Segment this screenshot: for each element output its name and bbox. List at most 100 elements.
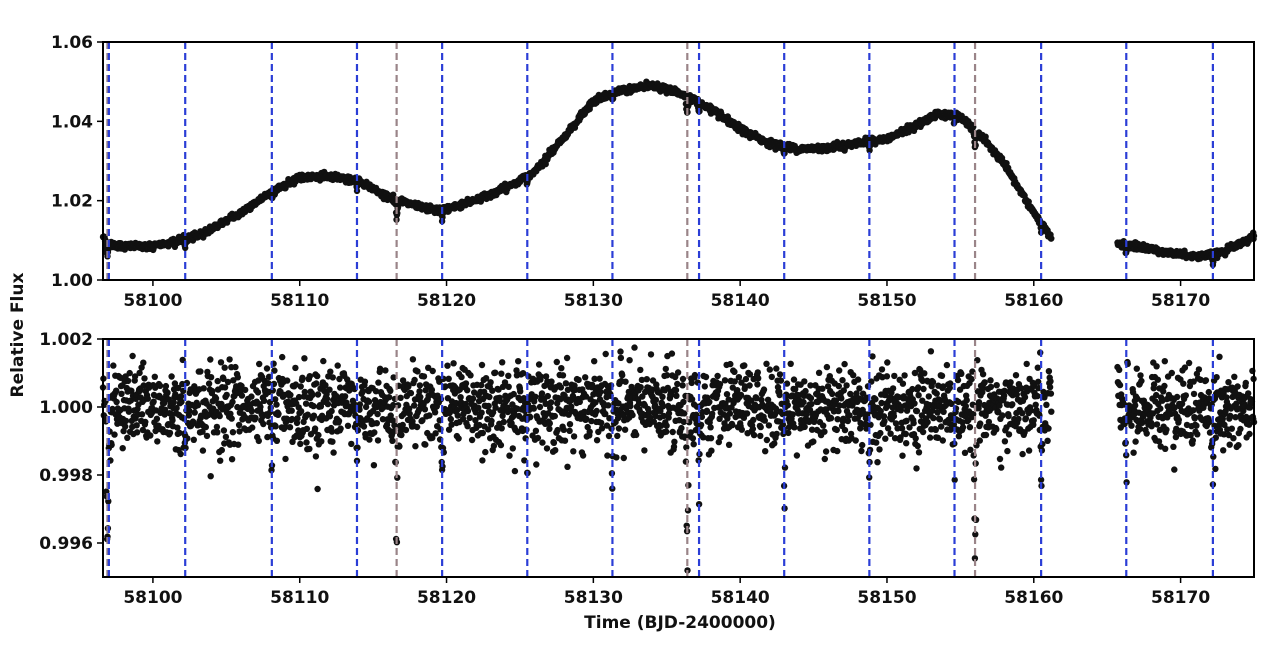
bottom-data-point: [544, 392, 551, 400]
bottom-data-point: [207, 356, 214, 363]
bottom-data-point: [309, 391, 316, 399]
bottom-data-point: [164, 389, 171, 396]
bottom-data-point: [553, 358, 560, 366]
bottom-data-point: [763, 360, 770, 367]
bottom-data-point: [731, 368, 738, 375]
bottom-data-point: [267, 404, 274, 411]
bottom-data-point: [873, 439, 880, 446]
bottom-data-point: [1044, 437, 1051, 444]
bottom-data-point: [943, 361, 951, 369]
bottom-data-point: [151, 373, 158, 380]
bottom-data-point: [975, 405, 982, 412]
bottom-data-point: [721, 377, 729, 384]
bottom-data-point: [1047, 378, 1054, 385]
bottom-data-point: [1019, 450, 1026, 458]
bottom-data-point: [662, 365, 669, 373]
bottom-data-point: [793, 452, 801, 459]
bottom-data-point: [420, 373, 428, 380]
bottom-data-point: [836, 367, 843, 374]
bottom-data-point: [706, 398, 713, 406]
bottom-data-point: [311, 425, 319, 432]
bottom-data-point: [497, 441, 505, 449]
bottom-data-point: [324, 400, 332, 408]
bottom-data-point: [485, 402, 492, 410]
bottom-data-point: [214, 377, 221, 385]
bottom-data-point: [330, 449, 337, 456]
bottom-data-point: [328, 407, 335, 415]
bottom-data-point: [458, 373, 465, 381]
bottom-data-point: [981, 379, 988, 386]
bottom-data-point: [539, 439, 546, 446]
bottom-data-point: [511, 467, 519, 475]
top-axes-frame: [102, 41, 1255, 281]
bottom-data-point: [313, 380, 320, 387]
x-tick-label: 58170: [1151, 291, 1210, 311]
bottom-data-point: [755, 375, 762, 382]
bottom-data-point: [1047, 390, 1055, 397]
bottom-data-point: [492, 369, 499, 376]
bottom-data-point: [846, 412, 853, 419]
bottom-data-point: [190, 436, 197, 443]
bottom-data-point: [627, 402, 634, 410]
bottom-data-point: [605, 432, 613, 440]
top-ticks: 58100 58110 58120 58130 58140 58150 58160 58170…: [51, 33, 1210, 311]
bottom-data-point: [631, 344, 638, 351]
bottom-data-point: [232, 363, 239, 371]
x-tick-label: 58130: [564, 291, 623, 311]
bottom-data-point: [156, 382, 164, 389]
bottom-data-point: [839, 377, 846, 384]
bottom-data-point: [766, 366, 773, 373]
bottom-data-point: [858, 447, 865, 455]
bottom-data-point: [226, 356, 233, 363]
bottom-data-point: [1027, 407, 1035, 414]
bottom-data-point: [552, 447, 559, 454]
bottom-data-point: [689, 435, 697, 442]
y-tick-label: 1.00: [51, 271, 93, 291]
bottom-data-point: [659, 393, 666, 400]
bottom-data-point: [785, 429, 792, 437]
bottom-data-point: [129, 352, 136, 360]
bottom-data-point: [617, 348, 624, 355]
top-transit-lines: [106, 42, 1214, 280]
bottom-data-point: [841, 426, 849, 434]
bottom-data-point: [222, 433, 230, 441]
x-tick-label: 58100: [123, 291, 182, 311]
bottom-data-point: [834, 447, 841, 455]
bottom-data-point: [297, 383, 304, 390]
bottom-data-point: [409, 356, 417, 363]
bottom-data-point: [673, 392, 680, 399]
bottom-data-point: [787, 360, 794, 367]
bottom-data-point: [374, 410, 381, 418]
bottom-data-point: [506, 452, 513, 459]
bottom-data-point: [416, 388, 423, 395]
bottom-data-point: [626, 357, 633, 364]
bottom-data-point: [252, 414, 259, 422]
bottom-data-point: [939, 437, 946, 444]
bottom-data-point: [901, 372, 908, 379]
bottom-data-point: [203, 432, 211, 440]
bottom-data-point: [979, 371, 987, 378]
bottom-data-point: [505, 383, 512, 390]
bottom-data-point: [701, 383, 708, 390]
bottom-data-point: [915, 392, 922, 399]
bottom-data-point: [921, 370, 928, 377]
bottom-data-point: [927, 348, 935, 355]
bottom-data-point: [479, 429, 486, 437]
bottom-data-point: [498, 425, 505, 432]
bottom-data-point: [903, 440, 910, 447]
bottom-data-point: [306, 445, 313, 453]
bottom-data-point: [891, 372, 898, 380]
bottom-data-point: [365, 398, 373, 405]
bottom-data-point: [802, 387, 809, 395]
x-tick-label: 58160: [1004, 291, 1063, 311]
bottom-data-point: [930, 414, 937, 422]
bottom-panel: 58100 58110 58120 58130 58140 58150 58160 58170…: [39, 330, 1258, 608]
bottom-data-point: [723, 391, 731, 398]
bottom-data-point: [726, 410, 734, 417]
bottom-data-point: [515, 358, 522, 365]
bottom-data-point: [1043, 401, 1050, 408]
bottom-data-point: [976, 437, 983, 444]
bottom-data-point: [924, 418, 931, 426]
bottom-data-point: [327, 368, 334, 375]
bottom-data-point: [532, 393, 539, 400]
